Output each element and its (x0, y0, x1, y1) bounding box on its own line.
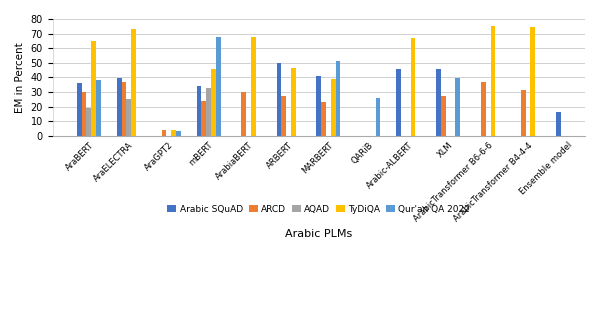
Bar (77, 83, 82, 136)
Bar (521, 90, 526, 136)
Bar (441, 96, 446, 136)
Bar (202, 101, 206, 136)
Bar (481, 82, 486, 136)
Bar (281, 96, 286, 136)
Bar (161, 130, 166, 136)
Bar (96, 80, 101, 136)
Bar (211, 69, 216, 136)
Bar (530, 27, 535, 136)
Bar (216, 37, 221, 136)
Bar (436, 69, 441, 136)
Bar (127, 99, 131, 136)
X-axis label: Arabic PLMs: Arabic PLMs (285, 229, 352, 239)
Y-axis label: EM in Percent: EM in Percent (15, 42, 25, 113)
Legend: Arabic SQuAD, ARCD, AQAD, TyDiQA, Qur'an QA 2022: Arabic SQuAD, ARCD, AQAD, TyDiQA, Qur'an… (164, 201, 474, 217)
Bar (376, 98, 380, 136)
Bar (331, 79, 335, 136)
Bar (321, 102, 326, 136)
Bar (117, 78, 122, 136)
Bar (396, 69, 401, 136)
Bar (556, 113, 561, 136)
Bar (455, 78, 460, 136)
Bar (410, 38, 415, 136)
Bar (206, 87, 211, 136)
Bar (131, 29, 136, 136)
Bar (335, 61, 340, 136)
Bar (291, 68, 296, 136)
Bar (171, 130, 176, 136)
Bar (251, 37, 256, 136)
Bar (241, 92, 246, 136)
Bar (491, 25, 496, 136)
Bar (176, 131, 181, 136)
Bar (86, 108, 91, 136)
Bar (91, 41, 96, 136)
Bar (197, 86, 202, 136)
Bar (122, 82, 127, 136)
Bar (82, 92, 86, 136)
Bar (316, 76, 321, 136)
Bar (277, 63, 281, 136)
